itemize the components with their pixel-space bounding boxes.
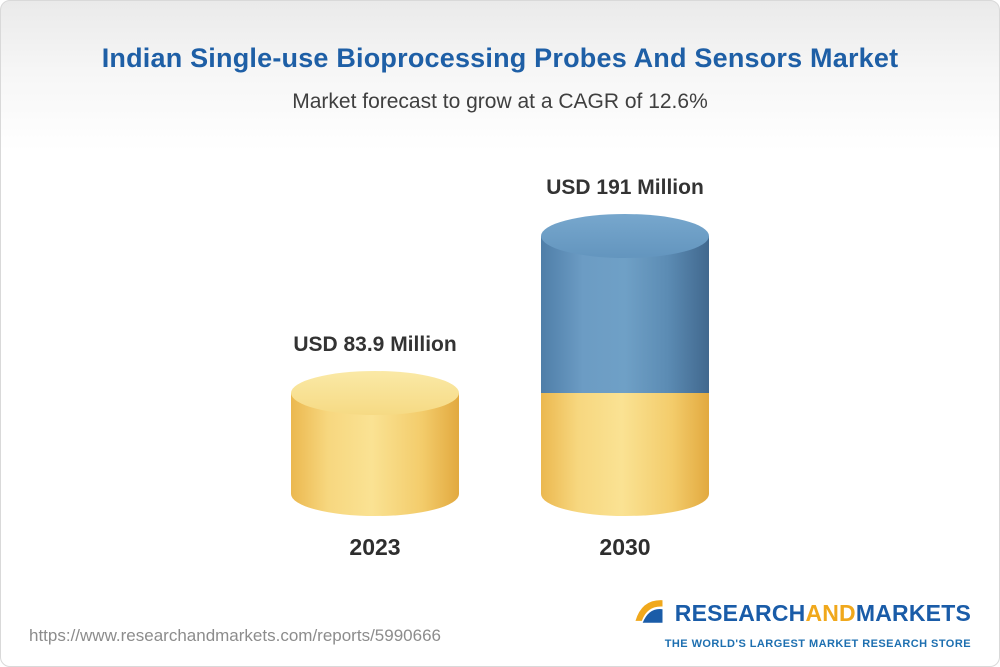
header: Indian Single-use Bioprocessing Probes A… (1, 1, 999, 114)
bar-group-2023: USD 83.9 Million 2023 (291, 333, 459, 561)
year-label-2030: 2030 (599, 534, 651, 560)
value-label-2023: USD 83.9 Million (293, 333, 457, 356)
logo-icon (631, 593, 667, 634)
page-title: Indian Single-use Bioprocessing Probes A… (101, 43, 899, 73)
value-label-2030: USD 191 Million (546, 176, 704, 199)
logo-word-markets: MARKETS (855, 600, 971, 626)
logo-wordmark: RESEARCHANDMARKETS (675, 600, 971, 627)
logo-tagline: THE WORLD'S LARGEST MARKET RESEARCH STOR… (664, 638, 971, 650)
footer: https://www.researchandmarkets.com/repor… (29, 593, 971, 650)
cylinder-2030 (541, 214, 709, 516)
logo-word-and: AND (805, 600, 856, 626)
bar-group-2030: USD 191 Million 2030 (541, 176, 709, 561)
cylinder-top-cap (541, 214, 709, 258)
chart-area: USD 83.9 Million 2023 USD 191 Million 20… (1, 151, 999, 561)
logo-word-research: RESEARCH (674, 600, 806, 626)
cylinder-2023 (291, 371, 459, 516)
year-label-2023: 2023 (349, 534, 401, 560)
cylinder-segment-gold (541, 393, 709, 516)
logo-top-row: RESEARCHANDMARKETS (631, 593, 971, 634)
cylinder-segment-blue (541, 236, 709, 393)
research-and-markets-logo: RESEARCHANDMARKETS THE WORLD'S LARGEST M… (631, 593, 971, 650)
page-subtitle: Market forecast to grow at a CAGR of 12.… (292, 90, 708, 113)
footer-report-url[interactable]: https://www.researchandmarkets.com/repor… (29, 626, 441, 645)
cylinder-top-cap (291, 371, 459, 415)
